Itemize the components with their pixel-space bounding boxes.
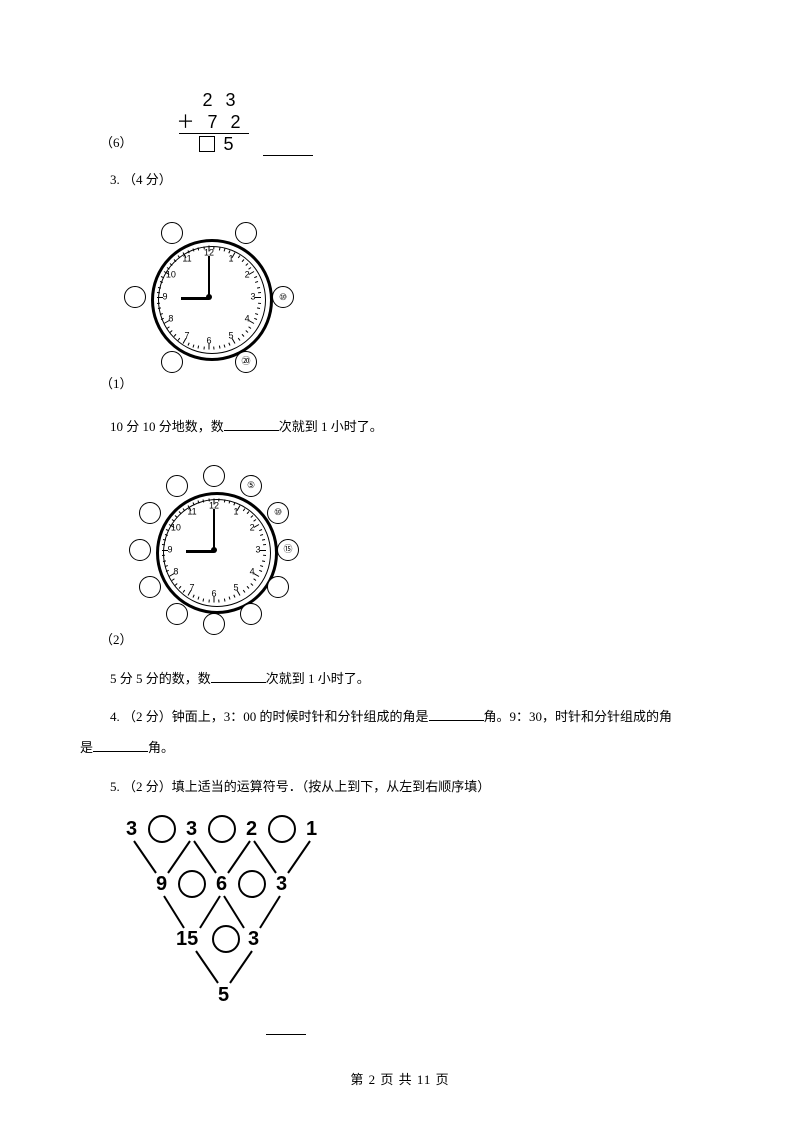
tri-r2-n3: 3 [276, 873, 287, 895]
tri-r3-n1: 15 [176, 928, 198, 950]
addend-b: ＋ 7 2 [177, 112, 249, 134]
q3-header: 3. （4 分） [110, 168, 720, 193]
q6-label: （6） [100, 131, 133, 162]
addend-a: 2 3 [177, 90, 249, 112]
addition-problem: 2 3 ＋ 7 2 5 [177, 90, 249, 156]
op-circle-icon [239, 871, 265, 897]
clock-figure-1: 121234567891011⑩⑳ [124, 212, 294, 382]
q4-line1: 4. （2 分）钟面上，3：00 的时候时针和分针组成的角是角。9：30，时针和… [110, 705, 720, 730]
op-circle-icon [179, 871, 205, 897]
tri-r1-n3: 2 [246, 818, 257, 840]
q3-p2-text: 5 分 5 分的数，数次就到 1 小时了。 [110, 667, 720, 692]
q3-p1-blank [224, 417, 279, 431]
triangle-diagram: 3 3 2 1 9 6 3 15 [116, 809, 720, 1044]
op-circle-icon [213, 926, 239, 952]
page-footer: 第 2 页 共 11 页 [80, 1068, 720, 1093]
q3-p2-blank [211, 669, 266, 683]
clock-figure-2: 121234567891011⑤⑩⑮ [124, 460, 304, 640]
tri-r1-n4: 1 [306, 818, 317, 840]
q4-blank1 [429, 707, 484, 721]
op-circle-icon [149, 816, 175, 842]
tri-r1-n2: 3 [186, 818, 197, 840]
answer-box-icon [199, 136, 215, 152]
tri-r2-n2: 6 [216, 873, 227, 895]
q3-p1-text: 10 分 10 分地数，数次就到 1 小时了。 [110, 415, 720, 440]
tri-r2-n1: 9 [156, 873, 167, 895]
q5-header: 5. （2 分）填上适当的运算符号．（按从上到下，从左到右顺序填） [110, 775, 720, 800]
sum-row: 5 [177, 134, 249, 156]
tri-r4-n1: 5 [218, 984, 229, 1006]
q6-block: （6） 2 3 ＋ 7 2 5 [100, 90, 720, 162]
q6-answer-blank [263, 142, 313, 156]
sum-suffix: 5 [224, 134, 238, 154]
q4-line2: 是角。 [80, 736, 720, 761]
q5-answer-blank [266, 1021, 306, 1035]
op-circle-icon [269, 816, 295, 842]
page-body: （6） 2 3 ＋ 7 2 5 3. （4 分） 121234567891011… [0, 0, 800, 1123]
q4-blank2 [93, 738, 148, 752]
tri-r1-n1: 3 [126, 818, 137, 840]
op-circle-icon [209, 816, 235, 842]
tri-r3-n2: 3 [248, 928, 259, 950]
